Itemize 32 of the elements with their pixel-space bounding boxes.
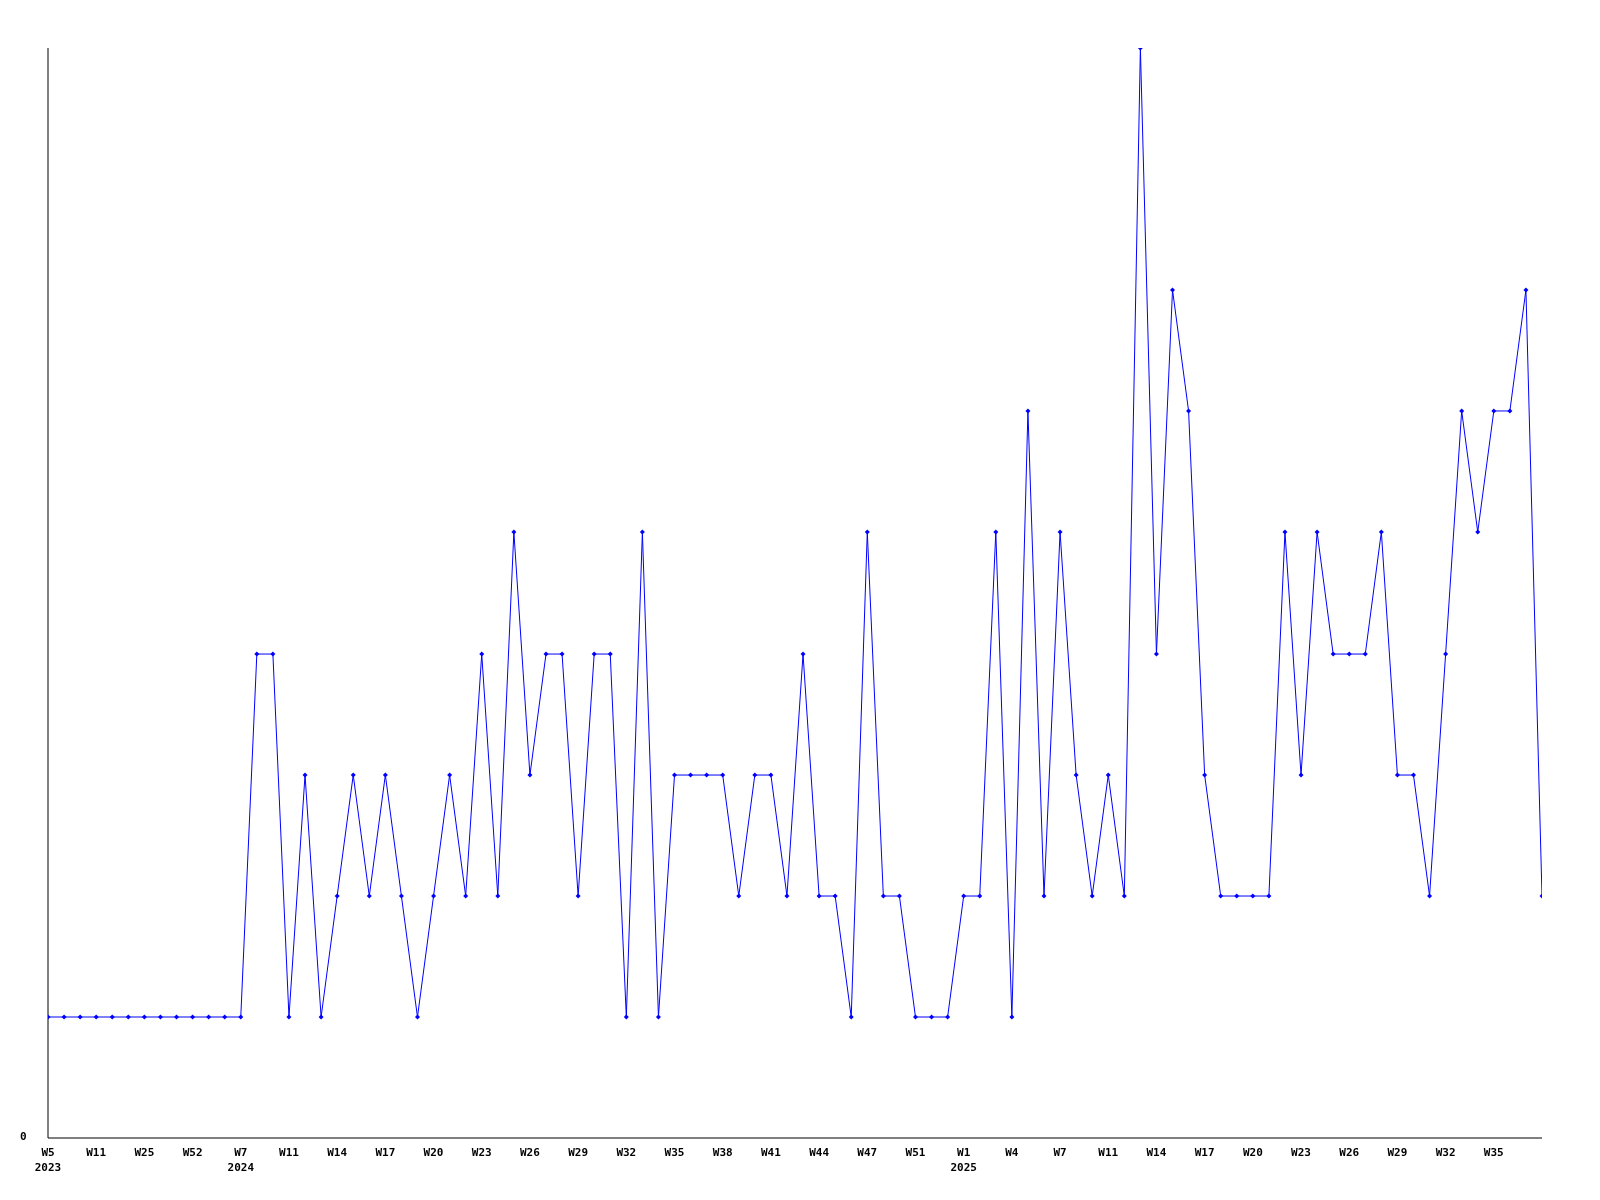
- x-tick-label: W25: [134, 1146, 155, 1159]
- x-tick-label: W11: [279, 1146, 300, 1159]
- x-tick-label: W5 2023: [34, 1146, 62, 1174]
- x-tick-label: W26: [520, 1146, 541, 1159]
- x-tick-label: W7: [1053, 1146, 1067, 1159]
- x-tick-label: W17: [375, 1146, 396, 1159]
- x-tick-label: W17: [1194, 1146, 1215, 1159]
- x-tick-label: W11: [86, 1146, 107, 1159]
- x-tick-label: W1 2025: [950, 1146, 977, 1174]
- x-tick-label: W23: [471, 1146, 492, 1159]
- x-tick-label: W4: [1005, 1146, 1019, 1159]
- x-tick-label: W41: [760, 1146, 782, 1159]
- x-tick-label: W47: [857, 1146, 878, 1159]
- axis-origin-label: 0: [20, 1130, 27, 1143]
- x-tick-label: W44: [809, 1146, 830, 1159]
- x-tick-label: W14: [1146, 1146, 1167, 1159]
- x-tick-label: W35: [1483, 1146, 1504, 1159]
- x-tick-label: W38: [712, 1146, 733, 1159]
- x-tick-label: W20: [1242, 1146, 1263, 1159]
- x-tick-label: W20: [423, 1146, 444, 1159]
- x-tick-label: W51: [905, 1146, 926, 1159]
- x-tick-label: W7 2024: [227, 1146, 255, 1174]
- x-tick-label: W32: [616, 1146, 637, 1159]
- x-tick-label: W26: [1339, 1146, 1360, 1159]
- x-tick-label: W29: [1387, 1146, 1408, 1159]
- x-tick-label: W32: [1435, 1146, 1456, 1159]
- x-tick-label: W35: [664, 1146, 685, 1159]
- x-tick-label: W11: [1098, 1146, 1119, 1159]
- x-tick-label: W14: [327, 1146, 348, 1159]
- x-tick-label: W29: [568, 1146, 589, 1159]
- x-tick-label: W52: [182, 1146, 203, 1159]
- x-tick-label: W23: [1291, 1146, 1311, 1159]
